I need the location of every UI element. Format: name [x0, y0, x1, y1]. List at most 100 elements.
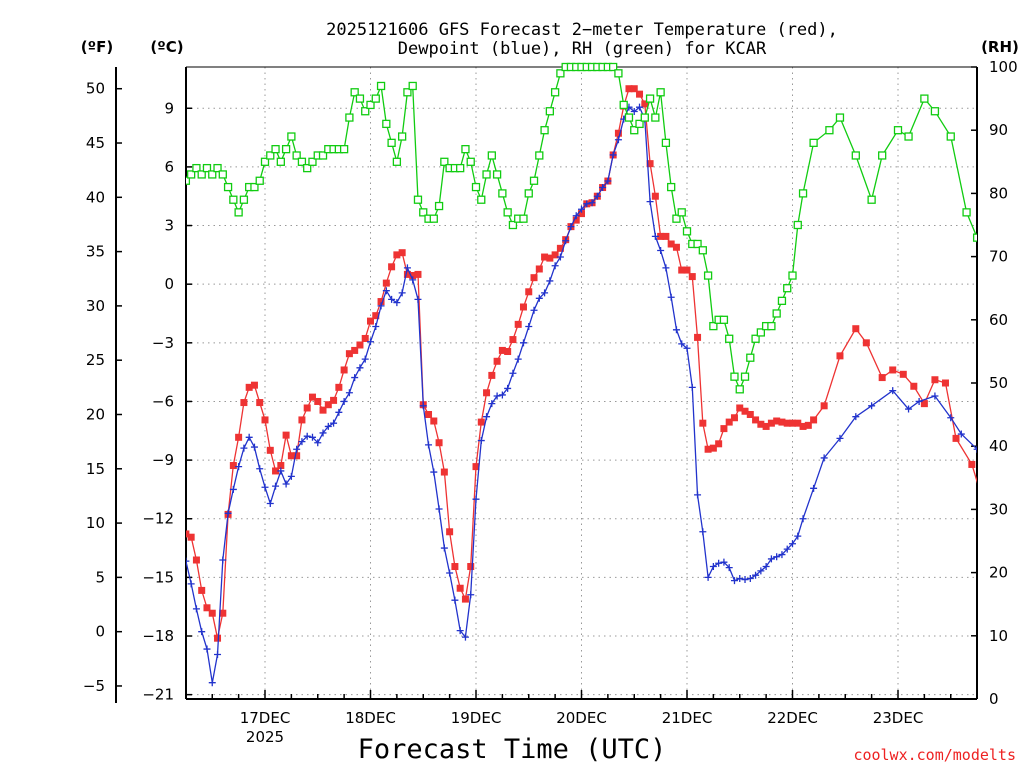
dewpoint-point — [208, 679, 216, 687]
dewpoint-point — [245, 433, 253, 441]
dewpoint-point — [261, 483, 269, 491]
dewpoint-point — [314, 439, 322, 447]
rh-point — [630, 126, 639, 135]
data-series — [186, 62, 1018, 687]
temperature-point — [725, 418, 733, 426]
temperature-point — [409, 271, 417, 279]
dewpoint-point — [440, 544, 448, 552]
dewpoint-point — [688, 383, 696, 391]
rh-point — [719, 315, 729, 324]
rh-point — [218, 170, 227, 179]
temperature-point — [657, 232, 665, 240]
rh-point — [281, 145, 291, 154]
temperature-point — [377, 298, 385, 306]
temperature-point — [941, 379, 949, 387]
temperature-point — [504, 348, 512, 356]
temperature-point — [303, 404, 311, 412]
source-credit: coolwx.com/modelts — [853, 746, 1016, 764]
dewpoint-point — [356, 364, 364, 372]
dewpoint-point — [198, 628, 206, 636]
dewpoint-point — [393, 299, 401, 307]
temperature-point — [340, 366, 348, 374]
rh-point — [867, 195, 876, 204]
temperature-point — [314, 397, 322, 405]
temperature-point — [630, 85, 638, 93]
rh-point — [229, 195, 238, 204]
temperature-point — [862, 339, 870, 347]
dewpoint-point — [477, 437, 485, 445]
rh-point — [366, 100, 375, 110]
rh-point — [355, 94, 365, 103]
temperature-point — [467, 563, 475, 571]
temperature-point — [625, 85, 633, 93]
temperature-point — [425, 410, 433, 418]
dewpoint-point — [578, 205, 585, 213]
rh-point — [962, 208, 971, 217]
c-tick-label: −15 — [142, 568, 174, 586]
rh-tick-label: 30 — [989, 500, 1008, 518]
axes — [115, 66, 978, 703]
rh-point — [624, 113, 634, 122]
temperature-point — [477, 418, 485, 426]
temperature-point — [398, 249, 406, 257]
dewpoint-point — [868, 402, 876, 410]
dewpoint-point — [409, 276, 417, 284]
temperature-point — [931, 376, 939, 384]
rh-point — [208, 170, 217, 179]
temperature-point — [319, 406, 327, 414]
dewpoint-point — [504, 384, 512, 392]
dewpoint-point — [256, 465, 264, 473]
temperature-point — [1011, 413, 1018, 420]
temperature-point — [361, 334, 369, 342]
dewpoint-point — [630, 108, 638, 116]
dewpoint-point — [367, 338, 374, 346]
temperature-point — [483, 389, 491, 397]
dewpoint-point — [736, 574, 744, 582]
rh-point — [260, 157, 270, 166]
dewpoint-point — [335, 408, 343, 416]
temperature-point — [293, 452, 301, 460]
rh-point — [202, 163, 212, 173]
dewpoint-point — [852, 413, 860, 421]
temperature-point — [551, 251, 559, 259]
c-tick-label: 3 — [164, 217, 174, 235]
dewpoint-point — [282, 480, 290, 488]
rh-point — [255, 176, 264, 185]
f-tick-label: 20 — [86, 405, 105, 423]
temperature-line — [186, 88, 977, 639]
dewpoint-point — [319, 429, 327, 437]
temperature-point — [250, 381, 258, 389]
dewpoint-point — [931, 392, 939, 400]
dewpoint-point — [277, 467, 285, 475]
x-tick-label: 21DEC — [662, 709, 713, 727]
dewpoint-point — [530, 306, 538, 314]
rh-point — [392, 157, 402, 166]
rh-point — [371, 94, 380, 103]
rh-point — [408, 81, 417, 91]
temperature-point — [773, 417, 781, 425]
dewpoint-point — [372, 323, 380, 331]
dewpoint-point — [324, 422, 332, 430]
dewpoint-point — [551, 262, 559, 270]
temperature-point — [203, 604, 211, 612]
rh-tick-label: 80 — [989, 184, 1008, 202]
temperature-point — [388, 263, 396, 271]
temperature-point — [709, 444, 717, 452]
temperature-point — [298, 416, 306, 424]
temperature-point — [261, 416, 269, 424]
temperature-point — [662, 232, 670, 240]
rh-point — [192, 163, 201, 173]
rh-point — [487, 151, 496, 160]
rh-point — [851, 151, 860, 160]
rh-point — [751, 334, 760, 343]
rh-point — [234, 208, 243, 217]
c-tick-label: −18 — [142, 627, 174, 645]
temperature-point — [741, 407, 749, 415]
temperature-point — [214, 634, 222, 642]
dewpoint-point — [361, 355, 369, 363]
temperature-point — [989, 467, 996, 474]
temperature-point — [356, 341, 364, 349]
dewpoint-point — [541, 289, 549, 297]
dewpoint-point — [957, 430, 965, 438]
dewpoint-point — [488, 400, 496, 408]
